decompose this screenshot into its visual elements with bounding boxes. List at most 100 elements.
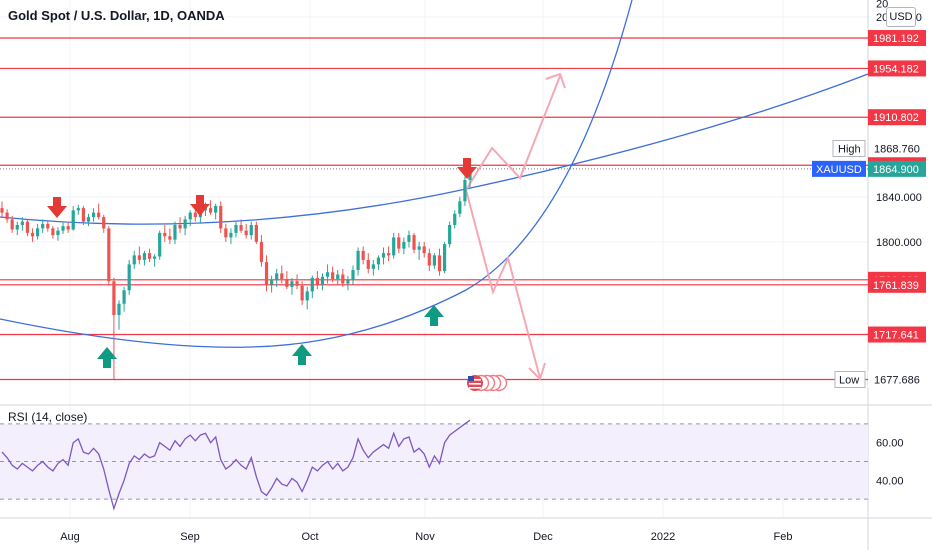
candle-body [295, 281, 299, 286]
candle-body [254, 225, 258, 242]
candle-body [46, 223, 50, 229]
candle-body [163, 232, 167, 237]
candle-body [270, 280, 274, 285]
candle-body [453, 213, 457, 225]
candle-body [41, 223, 45, 229]
candle-body [244, 230, 248, 236]
candle-body [193, 212, 197, 218]
price-tick-label: 20 [876, 0, 888, 10]
candle-body [356, 250, 360, 270]
candle-body [71, 210, 75, 230]
level-price-label: 1910.802 [873, 112, 919, 124]
level-price-label-bg [868, 60, 926, 77]
symbol-tag-label: XAUUSD [816, 164, 862, 176]
candle-body [463, 180, 467, 202]
candles-layer [0, 164, 472, 380]
candle-body [0, 208, 4, 213]
time-tick-label: Oct [301, 531, 318, 543]
candle-body [458, 201, 462, 214]
down-arrow-icon [190, 195, 210, 216]
chart-title: Gold Spot / U.S. Dollar, 1D, OANDA [8, 8, 225, 23]
candle-body [381, 253, 386, 258]
candle-body [66, 226, 70, 230]
last-price-tag-value: 1864.900 [873, 164, 919, 176]
candle-body [107, 228, 111, 282]
candle-body [219, 205, 223, 229]
projection-down-arrowhead [528, 362, 546, 381]
time-axis: Aug Sep Oct Nov Dec 2022 Feb [60, 531, 792, 543]
candle-body [437, 255, 442, 272]
candle-body [56, 230, 60, 236]
level-price-label-bg [868, 326, 926, 343]
high-tag-bg [832, 140, 866, 157]
rsi-panel [0, 419, 868, 511]
price-tick-label: 1840.000 [876, 192, 922, 204]
candle-body [392, 237, 396, 256]
candle-body [346, 280, 350, 284]
candle-body [412, 235, 416, 250]
candle-body [20, 221, 24, 225]
candle-body [81, 208, 85, 222]
candle-body [239, 225, 243, 231]
price-tick-label: 1800.000 [876, 237, 922, 249]
up-arrow-icon [292, 344, 312, 365]
candle-body [5, 212, 9, 220]
candle-body [442, 244, 447, 272]
candle-body [310, 277, 314, 292]
candle-body [315, 277, 319, 285]
candle-body [183, 219, 187, 229]
candle-body [142, 253, 147, 260]
candle-body [178, 225, 182, 229]
economic-events-icon[interactable] [467, 374, 508, 392]
candle-body [376, 257, 381, 265]
currency-button[interactable]: USD [886, 7, 916, 27]
candle-body [25, 221, 30, 233]
curves-layer [0, 0, 869, 381]
up-arrow-icon [97, 347, 117, 368]
low-tag-bg [834, 370, 866, 388]
candle-body [168, 236, 172, 240]
candle-body [336, 274, 340, 279]
rounding-bottom-curve [0, 0, 633, 348]
rsi-tick-label: 40.00 [876, 475, 904, 487]
level-price-label-bg [868, 109, 926, 126]
candle-body [137, 255, 141, 260]
candle-body [259, 241, 264, 263]
low-tag-label: Low [839, 374, 859, 386]
time-tick-label: Feb [774, 531, 793, 543]
candle-body [102, 217, 106, 229]
time-tick-label: 2022 [651, 531, 675, 543]
candle-body [127, 264, 131, 291]
down-arrow-icon [47, 197, 67, 218]
candle-body [427, 253, 431, 266]
candle-body [371, 264, 375, 269]
candle-body [224, 228, 228, 238]
up-arrow-icon [424, 305, 444, 326]
upper-arc-curve [0, 73, 869, 225]
candle-body [448, 225, 452, 245]
level-price-label-bg [868, 276, 926, 293]
candle-body [173, 225, 177, 240]
candle-body [30, 232, 35, 237]
candle-body [61, 226, 65, 231]
candle-body [86, 217, 91, 222]
candle-body [188, 212, 192, 220]
low-price-tag-bg [868, 371, 926, 388]
last-price-tag-bg [868, 160, 926, 177]
candle-body [305, 291, 309, 301]
level-price-label: 1761.839 [873, 280, 919, 292]
projection-up-arrowhead [545, 72, 566, 89]
candle-body [147, 253, 152, 259]
rsi-line [1, 419, 471, 511]
candle-body [366, 259, 370, 269]
time-tick-label: Aug [60, 531, 80, 543]
candle-body [351, 270, 355, 281]
level-price-label: 1954.182 [873, 63, 919, 75]
candle-body [407, 235, 411, 242]
projection-down-path [465, 189, 541, 379]
level-price-label: 1981.192 [873, 33, 919, 45]
high-tag-label: High [838, 144, 861, 156]
candle-body [214, 205, 218, 213]
candle-body [76, 208, 80, 211]
